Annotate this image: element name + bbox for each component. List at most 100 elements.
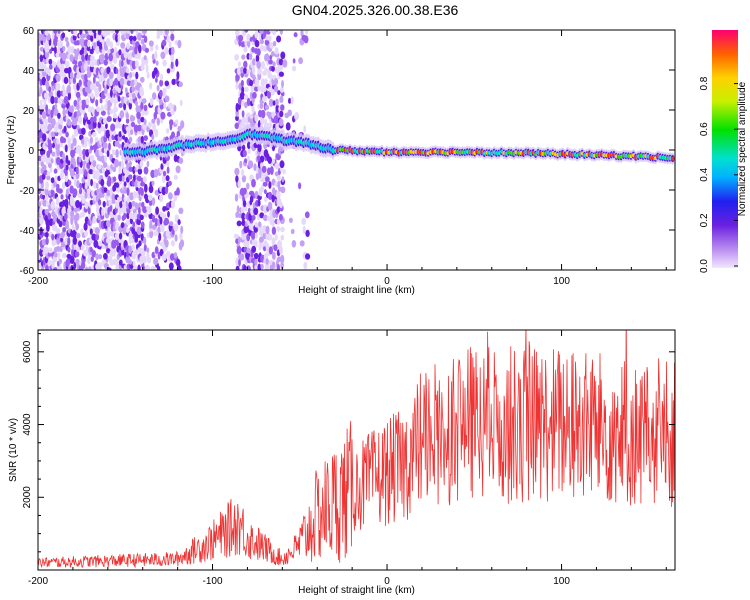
noise-blob: [60, 168, 65, 175]
noise-blob: [67, 180, 72, 186]
noise-blob: [263, 30, 267, 37]
noise-blob: [97, 164, 102, 170]
noise-blob: [253, 207, 259, 216]
noise-blob: [48, 218, 54, 227]
noise-blob: [117, 96, 121, 102]
y-tick-label: -40: [20, 226, 35, 237]
noise-blob: [176, 258, 181, 267]
noise-blob: [149, 219, 153, 229]
noise-blob: [90, 55, 95, 62]
noise-blob: [38, 166, 42, 175]
noise-blob: [159, 194, 164, 203]
noise-blob: [84, 201, 89, 209]
noise-blob: [87, 192, 91, 200]
noise-blob: [98, 240, 103, 247]
noise-blob: [146, 247, 150, 253]
noise-blob: [95, 81, 100, 87]
noise-blob: [70, 142, 74, 151]
noise-blob: [237, 236, 241, 245]
noise-blob: [78, 115, 83, 125]
noise-blob: [89, 246, 93, 253]
noise-blob: [80, 33, 86, 39]
noise-blob: [176, 71, 180, 80]
noise-blob: [44, 208, 50, 215]
noise-blob: [298, 57, 303, 65]
noise-blob: [118, 131, 122, 138]
noise-blob: [303, 261, 308, 270]
noise-blob: [131, 244, 135, 251]
noise-blob: [254, 39, 260, 48]
noise-blob: [95, 253, 99, 261]
noise-blob: [304, 30, 309, 35]
noise-blob: [44, 118, 48, 127]
noise-blob: [267, 111, 273, 120]
noise-blob: [264, 39, 270, 46]
noise-blob: [263, 246, 267, 252]
y-tick-label: 2000: [22, 486, 33, 509]
noise-blob: [123, 212, 127, 220]
noise-blob: [173, 252, 178, 259]
noise-blob: [154, 246, 159, 255]
noise-blob: [280, 254, 285, 264]
noise-blob: [244, 205, 248, 212]
noise-blob: [243, 94, 249, 101]
noise-blob: [110, 231, 115, 237]
noise-blob: [60, 30, 65, 32]
noise-blob: [277, 90, 281, 96]
noise-blob: [246, 247, 251, 254]
noise-blob: [109, 108, 114, 115]
noise-blob: [162, 170, 167, 177]
noise-blob: [125, 227, 130, 234]
noise-blob: [278, 118, 284, 127]
noise-blob: [115, 33, 119, 43]
noise-blob: [143, 244, 147, 252]
noise-blob: [261, 86, 267, 93]
noise-blob: [261, 60, 265, 70]
noise-blob: [67, 237, 71, 246]
noise-blob: [96, 106, 101, 112]
noise-blob: [159, 248, 164, 257]
noise-blob: [61, 182, 66, 190]
x-tick-label: 100: [553, 276, 570, 287]
noise-blob: [91, 250, 96, 258]
noise-blob: [234, 54, 240, 61]
noise-blob: [120, 30, 125, 36]
noise-blob: [155, 60, 159, 66]
noise-blob: [53, 252, 58, 258]
noise-blob: [299, 240, 305, 247]
noise-blob: [99, 97, 103, 104]
noise-blob: [280, 51, 286, 60]
noise-blob: [159, 30, 164, 36]
noise-blob: [95, 182, 99, 189]
noise-blob: [302, 225, 306, 235]
noise-blob: [163, 102, 167, 109]
noise-blob: [145, 64, 149, 73]
noise-blob: [140, 116, 145, 123]
y-tick-label: 6000: [22, 340, 33, 363]
noise-blob: [117, 143, 122, 149]
noise-blob: [75, 212, 80, 221]
noise-blob: [241, 175, 247, 183]
noise-blob: [50, 131, 56, 138]
noise-blob: [79, 182, 83, 190]
noise-blob: [251, 65, 256, 75]
noise-blob: [66, 118, 71, 126]
noise-blob: [125, 67, 130, 74]
noise-blob: [62, 137, 67, 144]
noise-blob: [237, 179, 241, 188]
noise-blob: [110, 47, 115, 54]
noise-blob: [276, 175, 281, 181]
noise-blob: [64, 169, 68, 176]
noise-blob: [45, 237, 49, 246]
noise-blob: [84, 230, 89, 237]
noise-blob: [45, 104, 49, 113]
noise-blob: [246, 191, 249, 199]
noise-blob: [269, 54, 273, 61]
noise-blob: [294, 112, 300, 121]
noise-blob: [171, 78, 176, 86]
noise-blob: [173, 105, 177, 112]
noise-blob: [104, 155, 107, 162]
noise-blob: [151, 180, 155, 186]
noise-blob: [45, 156, 50, 165]
noise-blob: [39, 86, 43, 94]
